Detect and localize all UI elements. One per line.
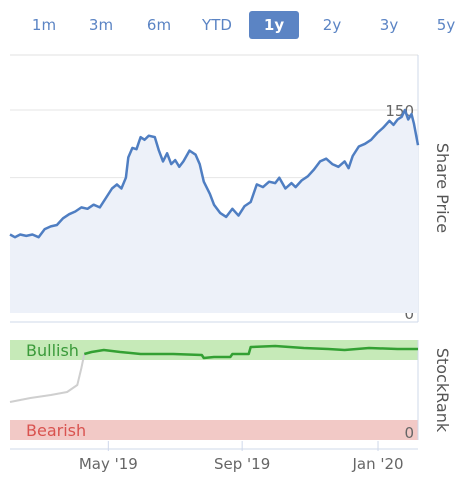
price-tick-label: 0 xyxy=(404,305,414,323)
stockrank-axis-title: StockRank xyxy=(433,348,452,433)
range-2y-button[interactable]: 2y xyxy=(322,16,342,34)
x-tick-label: May '19 xyxy=(79,455,138,473)
stockrank-line xyxy=(83,344,418,360)
range-6m-button[interactable]: 6m xyxy=(146,16,172,34)
bearish-band xyxy=(10,420,418,440)
range-3y-button[interactable]: 3y xyxy=(379,16,399,34)
share-price-chart: 050100150Share PriceBullishBearish0Stock… xyxy=(9,54,452,473)
range-1y-button[interactable]: 1y xyxy=(249,11,299,39)
price-line xyxy=(9,108,420,239)
bullish-band xyxy=(10,340,418,360)
stockrank-early-line xyxy=(9,353,86,403)
range-3m-button[interactable]: 3m xyxy=(88,16,114,34)
x-tick-label: Sep '19 xyxy=(214,455,270,473)
price-area-fill xyxy=(10,110,418,313)
rank-tick-label: 0 xyxy=(404,424,414,442)
range-ytd-button[interactable]: YTD xyxy=(202,16,232,34)
bullish-label: Bullish xyxy=(26,341,79,360)
bearish-label: Bearish xyxy=(26,421,86,440)
x-tick-label: Jan '20 xyxy=(351,455,403,473)
range-selector: 1m 3m 6m YTD 1y 2y 3y 5y xyxy=(0,0,461,44)
range-1m-button[interactable]: 1m xyxy=(31,16,57,34)
price-axis-title: Share Price xyxy=(433,143,452,233)
range-5y-button[interactable]: 5y xyxy=(436,16,456,34)
